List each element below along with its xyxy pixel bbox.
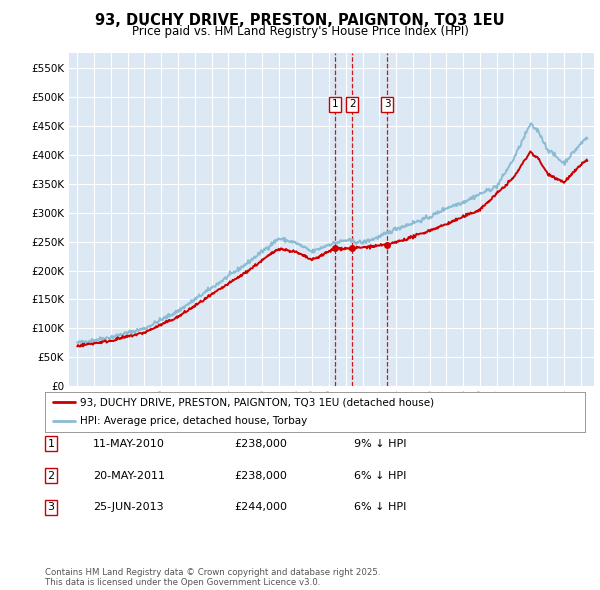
- Text: 1: 1: [332, 99, 338, 109]
- Text: 6% ↓ HPI: 6% ↓ HPI: [354, 503, 406, 512]
- Text: £238,000: £238,000: [234, 471, 287, 480]
- Text: 20-MAY-2011: 20-MAY-2011: [93, 471, 165, 480]
- Text: 2: 2: [47, 471, 55, 480]
- Text: Price paid vs. HM Land Registry's House Price Index (HPI): Price paid vs. HM Land Registry's House …: [131, 25, 469, 38]
- Text: 11-MAY-2010: 11-MAY-2010: [93, 439, 165, 448]
- Text: £238,000: £238,000: [234, 439, 287, 448]
- Text: 25-JUN-2013: 25-JUN-2013: [93, 503, 164, 512]
- Text: 93, DUCHY DRIVE, PRESTON, PAIGNTON, TQ3 1EU: 93, DUCHY DRIVE, PRESTON, PAIGNTON, TQ3 …: [95, 13, 505, 28]
- Text: 1: 1: [47, 439, 55, 448]
- Text: 3: 3: [47, 503, 55, 512]
- Text: 6% ↓ HPI: 6% ↓ HPI: [354, 471, 406, 480]
- Text: Contains HM Land Registry data © Crown copyright and database right 2025.
This d: Contains HM Land Registry data © Crown c…: [45, 568, 380, 587]
- Text: HPI: Average price, detached house, Torbay: HPI: Average price, detached house, Torb…: [80, 417, 307, 427]
- Text: 9% ↓ HPI: 9% ↓ HPI: [354, 439, 407, 448]
- Text: 2: 2: [349, 99, 355, 109]
- Text: 3: 3: [384, 99, 391, 109]
- Text: 93, DUCHY DRIVE, PRESTON, PAIGNTON, TQ3 1EU (detached house): 93, DUCHY DRIVE, PRESTON, PAIGNTON, TQ3 …: [80, 397, 434, 407]
- Text: £244,000: £244,000: [234, 503, 287, 512]
